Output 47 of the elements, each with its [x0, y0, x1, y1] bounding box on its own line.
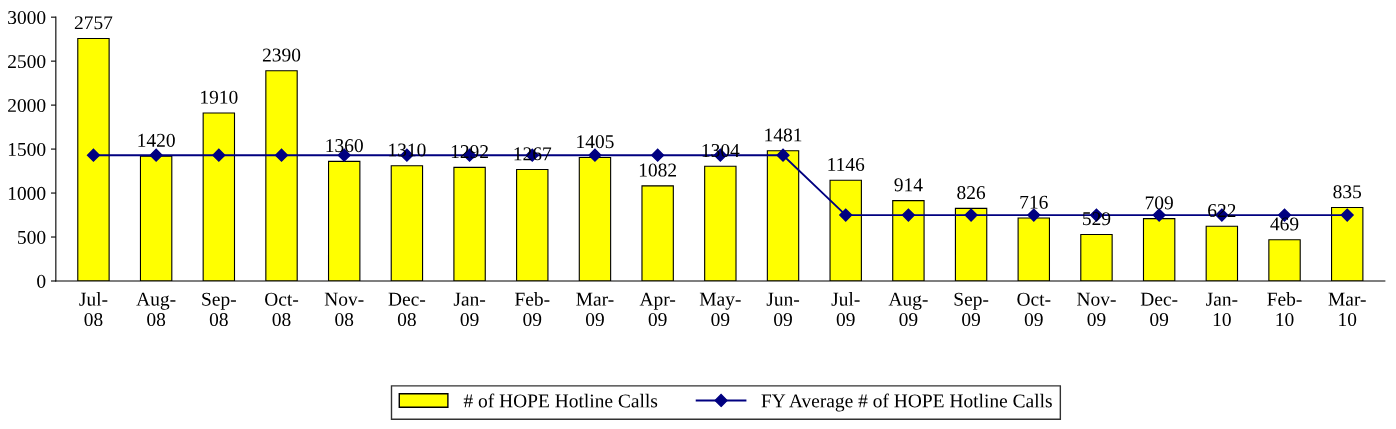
data-label: 469	[1270, 217, 1299, 231]
data-label: 1360	[326, 139, 363, 153]
data-label: 914	[894, 178, 923, 192]
x-tick-label: Dec- 08	[388, 292, 426, 327]
data-label: 1146	[828, 157, 865, 171]
x-tick-label: Oct- 08	[265, 292, 299, 327]
y-tick-label: 1500	[8, 142, 46, 157]
x-tick-label: Jul- 09	[831, 292, 860, 327]
y-tick-label: 0	[37, 274, 46, 288]
x-tick-label: Feb- 10	[1267, 292, 1302, 327]
data-label: 2757	[74, 16, 113, 30]
x-tick-label: Jul- 08	[79, 292, 108, 327]
data-label: 1082	[639, 163, 677, 177]
y-tick-label: 3000	[8, 10, 46, 25]
x-tick-label: Jan- 09	[453, 292, 486, 327]
data-label: 826	[957, 186, 986, 200]
data-label: 1910	[201, 90, 238, 104]
y-tick-label: 2500	[8, 54, 46, 69]
data-label: 1405	[577, 135, 614, 149]
x-tick-label: Sep- 09	[954, 292, 989, 327]
x-tick-label: Nov- 09	[1077, 292, 1116, 327]
y-tick-label: 1000	[8, 186, 46, 200]
x-tick-label: Dec- 09	[1140, 292, 1178, 327]
data-label: 1481	[765, 128, 802, 142]
x-tick-label: May- 09	[699, 292, 741, 327]
x-tick-label: Mar- 09	[576, 292, 614, 327]
x-tick-label: Aug- 08	[136, 292, 176, 327]
data-label: 1310	[389, 143, 426, 157]
x-tick-label: Sep- 08	[202, 292, 236, 327]
data-label: 835	[1333, 185, 1362, 199]
x-tick-label: Oct- 09	[1017, 292, 1051, 327]
legend-label: FY Average # of HOPE Hotline Calls	[761, 393, 1052, 412]
x-tick-label: Jun- 09	[766, 292, 800, 327]
x-tick-label: Feb- 09	[515, 292, 550, 327]
x-tick-label: Apr- 09	[639, 292, 676, 327]
data-label: 709	[1145, 196, 1173, 210]
x-tick-label: Nov- 08	[324, 292, 364, 327]
x-tick-label: Aug- 09	[888, 292, 928, 327]
data-label: 529	[1083, 212, 1111, 226]
data-label: 716	[1020, 195, 1048, 209]
x-tick-label: Jan- 10	[1206, 292, 1238, 327]
legend-label: # of HOPE Hotline Calls	[463, 393, 658, 408]
data-label: 2390	[262, 48, 301, 62]
data-label: 1420	[138, 133, 175, 147]
x-tick-label: Mar- 10	[1328, 292, 1366, 327]
y-tick-label: 2000	[8, 98, 46, 113]
y-tick-label: 500	[18, 230, 46, 244]
